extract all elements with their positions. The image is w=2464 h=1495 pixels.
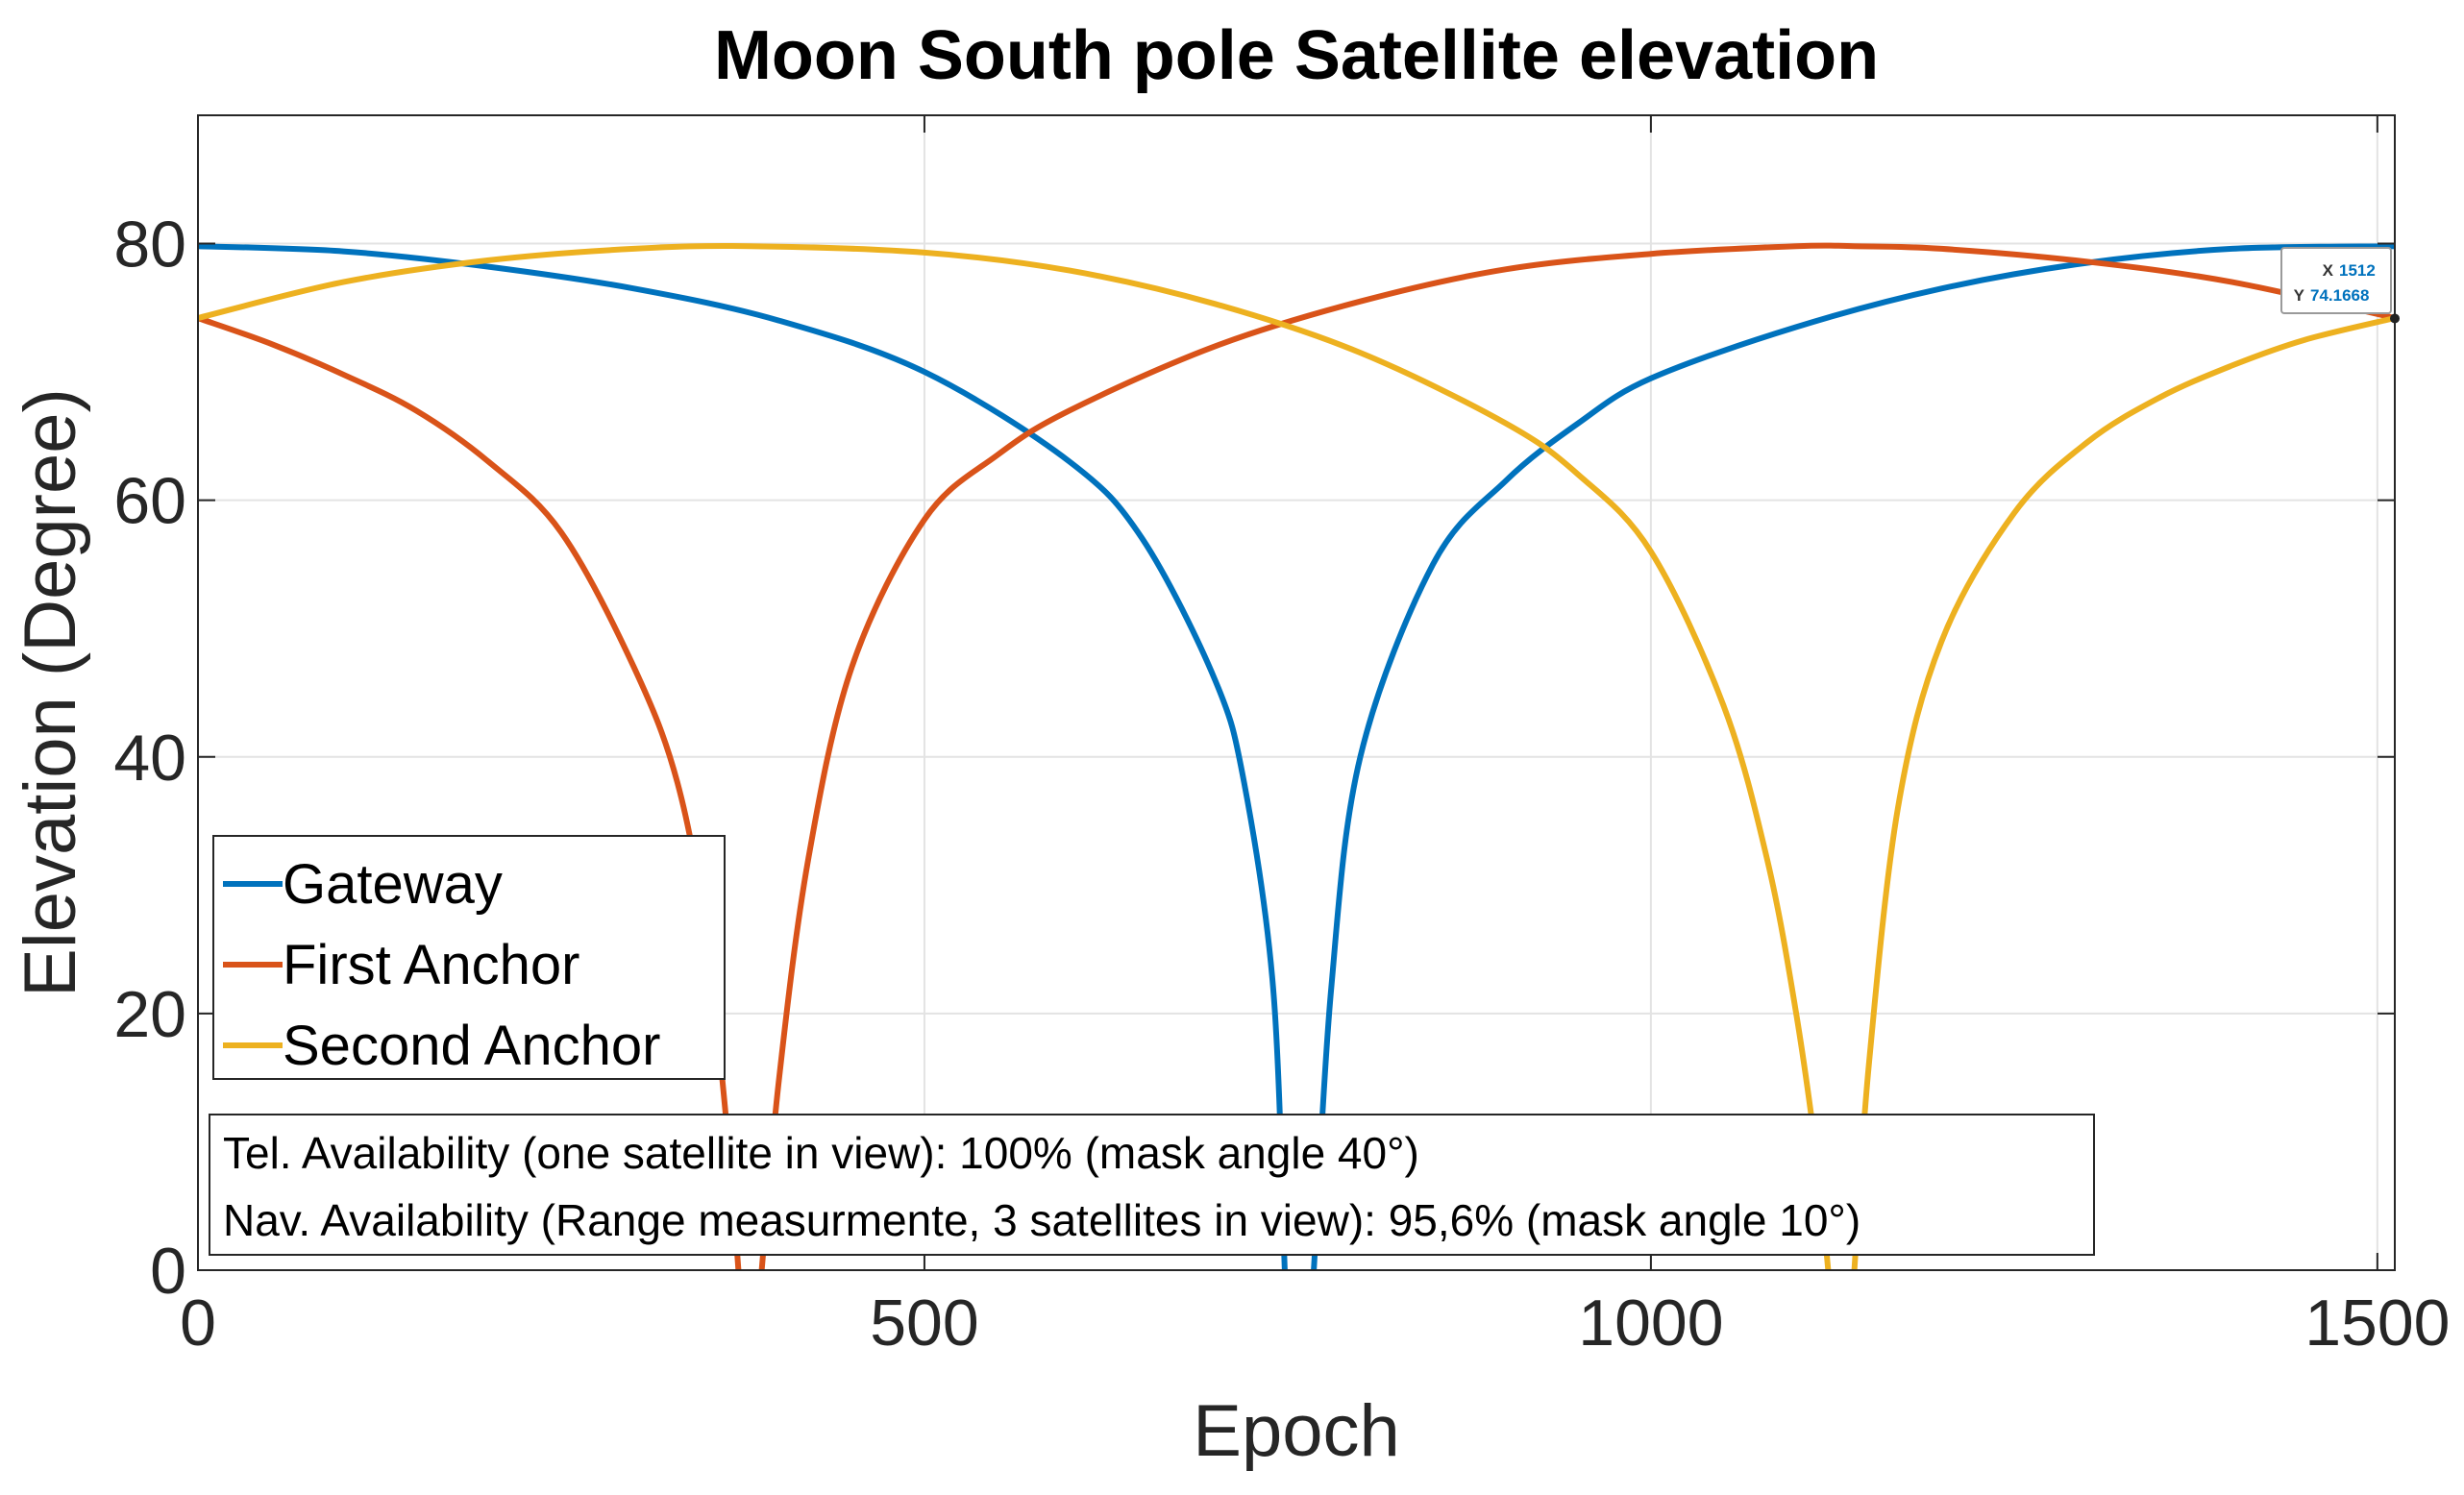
- y-tick-label: 40: [113, 722, 186, 795]
- x-axis-label: Epoch: [1193, 1390, 1400, 1472]
- datatip-marker[interactable]: [2390, 313, 2400, 324]
- legend-label-first-anchor: First Anchor: [283, 934, 579, 996]
- series-line-second-anchor: [197, 243, 1832, 1271]
- legend-label-second-anchor: Second Anchor: [283, 1015, 660, 1077]
- datatip[interactable]: X 1512 Y 74.1668: [2280, 247, 2400, 324]
- legend[interactable]: Gateway First Anchor Second Anchor: [212, 835, 726, 1080]
- datatip-box: [2280, 247, 2392, 314]
- annotation-line-nav: Nav. Availability (Range measurmente, 3 …: [223, 1195, 1860, 1245]
- axis-ticks: 0 500 1000 1500 0 20 40 60 80: [113, 115, 2450, 1360]
- x-tick-label: 1500: [2304, 1287, 2450, 1360]
- plot-area: [198, 115, 2395, 1270]
- datatip-y-value: 74.1668: [2310, 286, 2369, 305]
- legend-label-gateway: Gateway: [283, 853, 503, 916]
- y-tick-label: 60: [113, 465, 186, 538]
- y-tick-label: 80: [113, 208, 186, 282]
- x-tick-label: 0: [180, 1287, 216, 1360]
- y-tick-label: 20: [113, 978, 186, 1051]
- chart-title: Moon South pole Satellite elevation: [714, 17, 1879, 94]
- annotation-line-tel: Tel. Availability (one satellite in view…: [223, 1128, 1419, 1178]
- x-tick-label: 500: [870, 1287, 978, 1360]
- series-line-first-anchor: [758, 242, 2396, 1271]
- annotation-frame: [209, 1114, 2095, 1256]
- series-line-gateway: [1311, 243, 2396, 1271]
- series-layer: [196, 242, 2396, 1271]
- y-axis-label: Elevation (Degree): [10, 388, 91, 997]
- y-tick-label: 0: [150, 1235, 186, 1308]
- datatip-x-label: X: [2323, 261, 2334, 280]
- plot-frame: [197, 114, 2396, 1271]
- datatip-y-label: Y: [2294, 286, 2305, 305]
- legend-box: [212, 835, 726, 1080]
- datatip-x-value: 1512: [2339, 261, 2376, 280]
- series-line-second-anchor: [1851, 315, 2396, 1271]
- series-line-gateway: [197, 243, 1288, 1271]
- x-tick-label: 1000: [1578, 1287, 1723, 1360]
- annotation-box: Tel. Availability (one satellite in view…: [209, 1114, 2095, 1256]
